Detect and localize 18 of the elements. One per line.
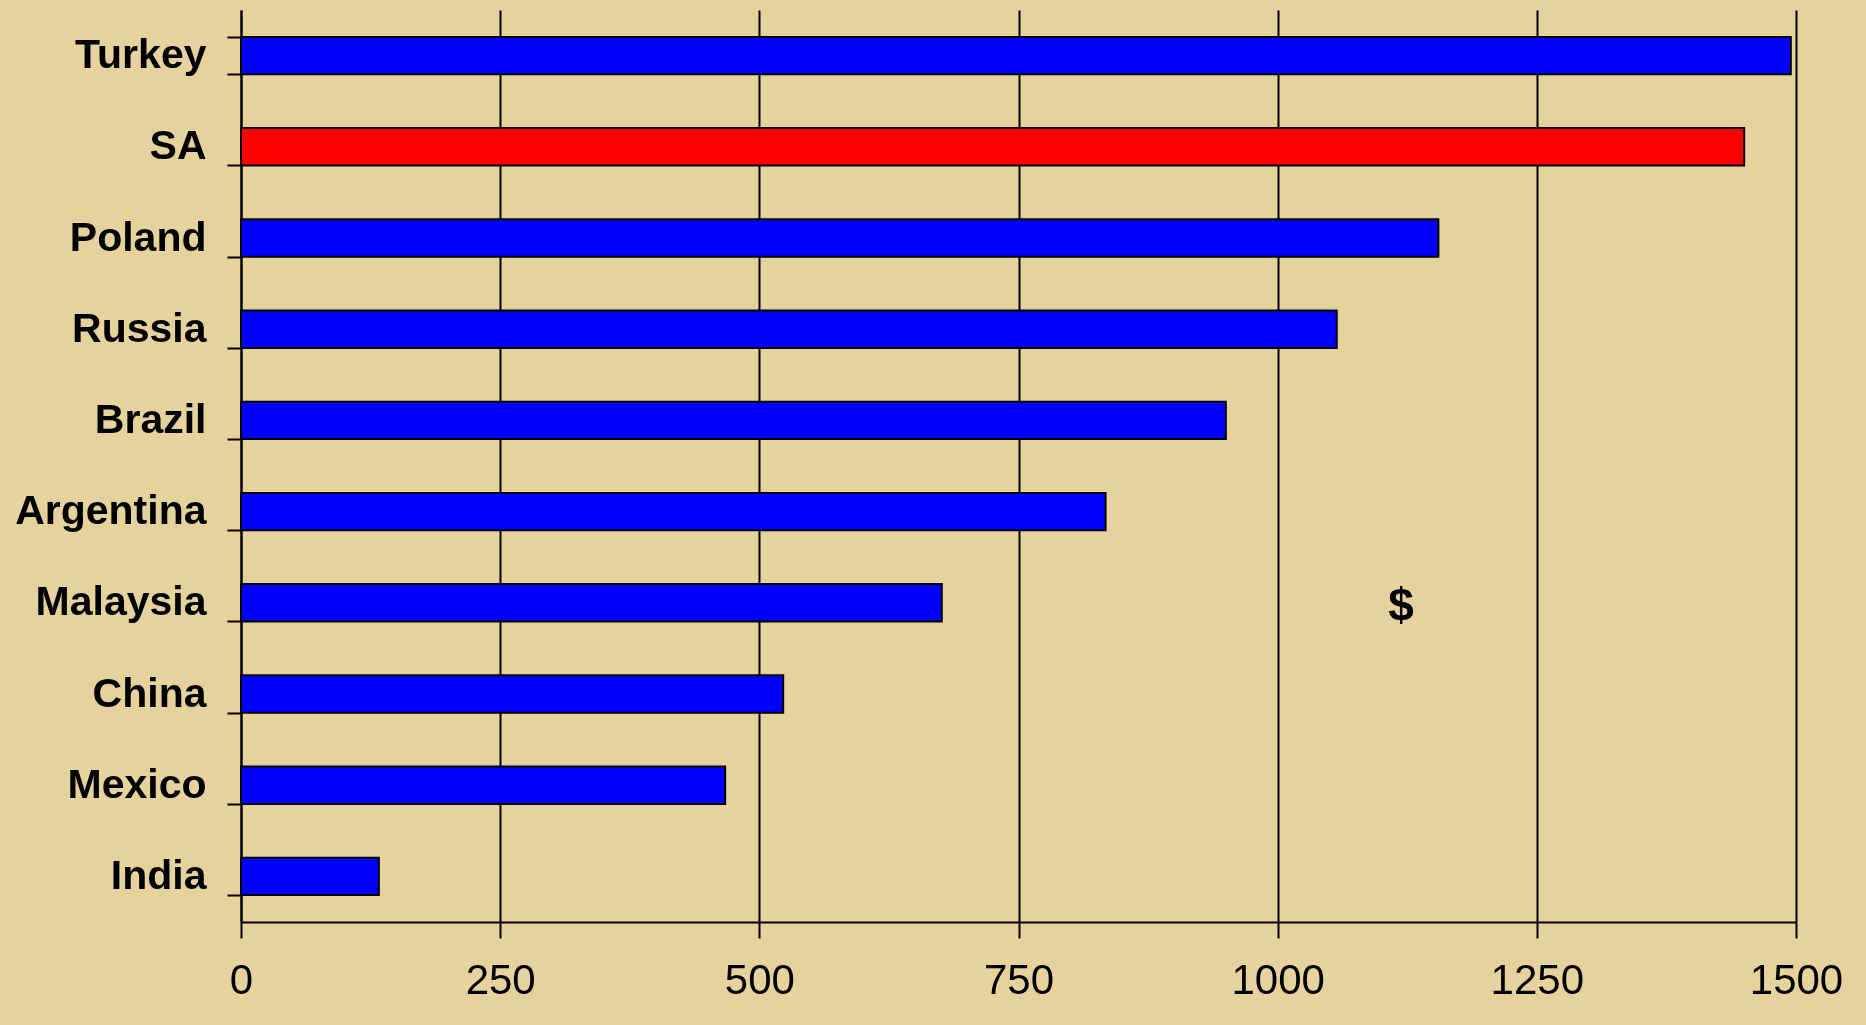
- y-tick-label: Brazil: [94, 395, 207, 442]
- y-tick-label: Turkey: [75, 31, 207, 78]
- y-tick-label: SA: [149, 122, 207, 169]
- x-tick-label: 1500: [1749, 955, 1844, 1003]
- y-tick-label: Russia: [72, 304, 208, 351]
- y-tick-label: Argentina: [15, 487, 208, 534]
- x-tick-label: 750: [983, 955, 1055, 1003]
- y-tick-label: Poland: [69, 213, 207, 260]
- x-tick-label: 500: [724, 955, 795, 1003]
- y-tick-label: China: [92, 669, 208, 716]
- y-tick-label: Malaysia: [35, 578, 208, 625]
- x-tick-label: 250: [465, 955, 536, 1003]
- y-tick-label: Mexico: [67, 760, 207, 807]
- annotation: $: [1388, 579, 1414, 632]
- x-tick-label: 1250: [1490, 955, 1585, 1003]
- x-tick-label: 0: [229, 955, 254, 1003]
- y-tick-label: India: [110, 851, 208, 898]
- x-tick-label: 1000: [1231, 955, 1325, 1003]
